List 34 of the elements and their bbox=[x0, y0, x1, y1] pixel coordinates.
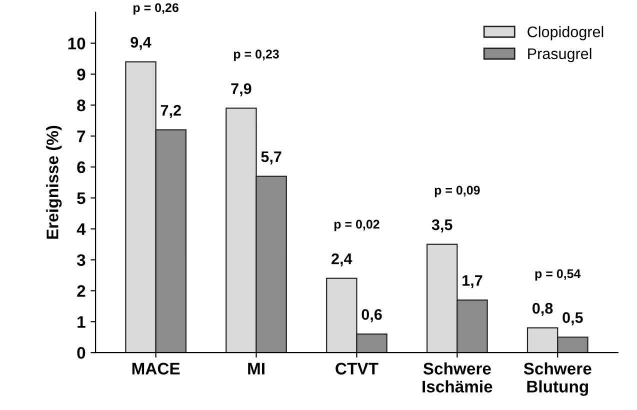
legend-label: Clopidogrel bbox=[528, 26, 604, 40]
data-label: 5,7 bbox=[261, 151, 282, 164]
y-tick-label: 10 bbox=[68, 38, 86, 50]
y-axis-title: Ereignisse (%) bbox=[46, 126, 62, 239]
x-tick-label: Schwere Blutung bbox=[524, 362, 592, 396]
y-tick-label: 8 bbox=[77, 100, 86, 112]
x-tick-label: MACE bbox=[132, 362, 180, 375]
data-label: 7,2 bbox=[160, 104, 181, 118]
data-label: 0,8 bbox=[532, 302, 553, 316]
data-label: 1,7 bbox=[462, 275, 482, 288]
data-label: 3,5 bbox=[432, 219, 452, 232]
legend-label: Prasugrel bbox=[528, 48, 592, 62]
annotation: p = 0,09 bbox=[434, 186, 480, 198]
x-tick-label: MI bbox=[248, 362, 264, 374]
annotation: p = 0,02 bbox=[334, 220, 380, 232]
data-label: 9,4 bbox=[130, 36, 152, 50]
annotation: p = 0,54 bbox=[535, 269, 581, 281]
annotation: p = 0,23 bbox=[234, 50, 279, 61]
y-tick-label: 3 bbox=[76, 254, 86, 266]
y-tick-label: 4 bbox=[76, 223, 86, 235]
data-label: 0,5 bbox=[562, 312, 583, 326]
y-tick-label: 0 bbox=[77, 347, 86, 359]
x-tick-label: Schwere Ischämie bbox=[422, 362, 492, 393]
y-tick-label: 1 bbox=[78, 316, 86, 328]
data-label: 7,9 bbox=[231, 83, 252, 96]
data-label: 2,4 bbox=[332, 253, 352, 266]
x-tick-label: CTVT bbox=[336, 362, 378, 375]
y-tick-label: 2 bbox=[77, 285, 86, 297]
annotation: p = 0,26 bbox=[134, 3, 178, 15]
y-tick-label: 9 bbox=[77, 68, 86, 80]
y-tick-label: 7 bbox=[77, 130, 86, 142]
data-label: 0,6 bbox=[362, 309, 382, 322]
y-tick-label: 5 bbox=[77, 192, 86, 204]
y-tick-label: 6 bbox=[77, 161, 86, 174]
